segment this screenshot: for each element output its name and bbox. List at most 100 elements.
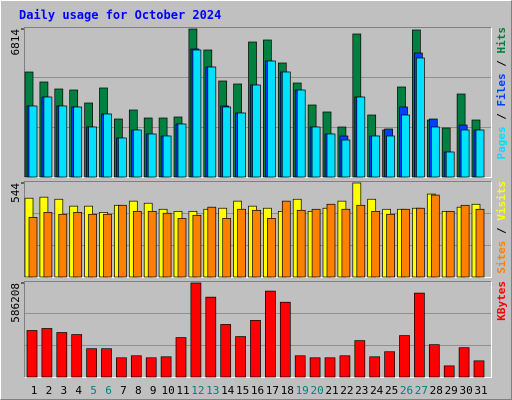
bar xyxy=(190,282,202,378)
bar xyxy=(28,105,38,178)
bar xyxy=(162,212,172,278)
x-tick-label: 9 xyxy=(150,384,157,397)
bar xyxy=(73,212,83,278)
bar xyxy=(309,357,321,378)
x-tick-label: 24 xyxy=(370,384,384,397)
bar xyxy=(356,204,366,278)
bar xyxy=(86,348,97,378)
bar xyxy=(430,126,440,178)
chart-title: Daily usage for October 2024 xyxy=(19,8,221,22)
x-tick-label: 4 xyxy=(75,384,82,397)
legend-separator: / xyxy=(495,221,508,241)
panel-border xyxy=(24,281,492,378)
bar xyxy=(101,348,112,378)
bar xyxy=(58,213,68,278)
bar xyxy=(43,212,53,278)
bar xyxy=(147,210,157,278)
bar xyxy=(41,328,53,378)
bar xyxy=(145,357,157,378)
bar xyxy=(281,200,291,278)
panel-border xyxy=(24,27,492,178)
legend: KBytes xyxy=(495,281,508,321)
bar xyxy=(192,49,202,178)
x-tick-label: 1 xyxy=(31,384,38,397)
bar xyxy=(326,203,336,278)
bar xyxy=(220,324,232,378)
legend-separator: / xyxy=(495,107,508,127)
panel-border xyxy=(24,181,492,278)
legend-entry: Pages xyxy=(495,126,508,159)
bar xyxy=(296,89,306,178)
bar xyxy=(386,213,395,278)
x-tick-label: 21 xyxy=(325,384,338,397)
bar xyxy=(371,210,381,278)
bar xyxy=(294,355,306,378)
bar xyxy=(162,135,172,178)
bar xyxy=(354,340,366,378)
bar xyxy=(311,126,321,178)
bar xyxy=(132,129,142,178)
bar xyxy=(473,360,485,378)
bar xyxy=(130,355,142,378)
x-tick-label: 12 xyxy=(191,384,204,397)
bar xyxy=(458,347,470,378)
bar xyxy=(416,207,425,278)
x-tick-label: 10 xyxy=(161,384,174,397)
bar xyxy=(460,129,470,178)
bar xyxy=(445,151,455,178)
x-tick-label: 27 xyxy=(415,384,428,397)
bar xyxy=(118,204,127,278)
bar xyxy=(341,208,351,278)
bar xyxy=(222,218,232,278)
bar xyxy=(475,208,485,278)
bar xyxy=(250,320,261,378)
bar xyxy=(177,218,187,278)
bar xyxy=(267,60,276,178)
bar xyxy=(475,129,485,178)
bar xyxy=(235,336,246,378)
x-tick-label: 20 xyxy=(310,384,323,397)
legend: Sites / Visits xyxy=(495,181,508,274)
bar xyxy=(192,214,202,278)
bar xyxy=(414,292,425,378)
x-tick-label: 2 xyxy=(46,384,53,397)
y-tick-label: 586208 xyxy=(9,283,22,323)
bar xyxy=(428,344,440,378)
bar xyxy=(324,357,336,378)
legend-entry: Visits xyxy=(495,181,508,221)
bar xyxy=(267,218,276,278)
bar xyxy=(88,213,97,278)
bar xyxy=(386,135,395,178)
bar xyxy=(281,71,291,178)
x-tick-label: 14 xyxy=(221,384,235,397)
x-tick-label: 22 xyxy=(340,384,353,397)
bar xyxy=(401,114,410,178)
bar xyxy=(369,356,381,378)
y-tick-label: 6814 xyxy=(9,29,22,56)
legend: Pages / Files / Hits xyxy=(495,27,508,160)
x-tick-label: 31 xyxy=(474,384,487,397)
x-tick-label: 3 xyxy=(60,384,67,397)
bar xyxy=(28,217,38,278)
legend-entry: KBytes xyxy=(495,281,508,321)
x-tick-label: 29 xyxy=(445,384,458,397)
bar xyxy=(58,105,68,178)
bar xyxy=(326,133,336,178)
legend-entry: Hits xyxy=(495,27,508,54)
x-tick-label: 11 xyxy=(176,384,189,397)
bar xyxy=(43,96,53,178)
bar xyxy=(56,332,68,378)
x-tick-label: 19 xyxy=(296,384,309,397)
bar xyxy=(356,96,366,178)
bar xyxy=(237,112,246,178)
bar xyxy=(175,337,187,378)
bar xyxy=(160,356,172,378)
bar xyxy=(443,365,455,378)
x-tick-label: 26 xyxy=(400,384,413,397)
legend-entry: Files xyxy=(495,73,508,106)
x-tick-label: 23 xyxy=(355,384,368,397)
bar xyxy=(207,66,217,178)
bar xyxy=(371,135,381,178)
